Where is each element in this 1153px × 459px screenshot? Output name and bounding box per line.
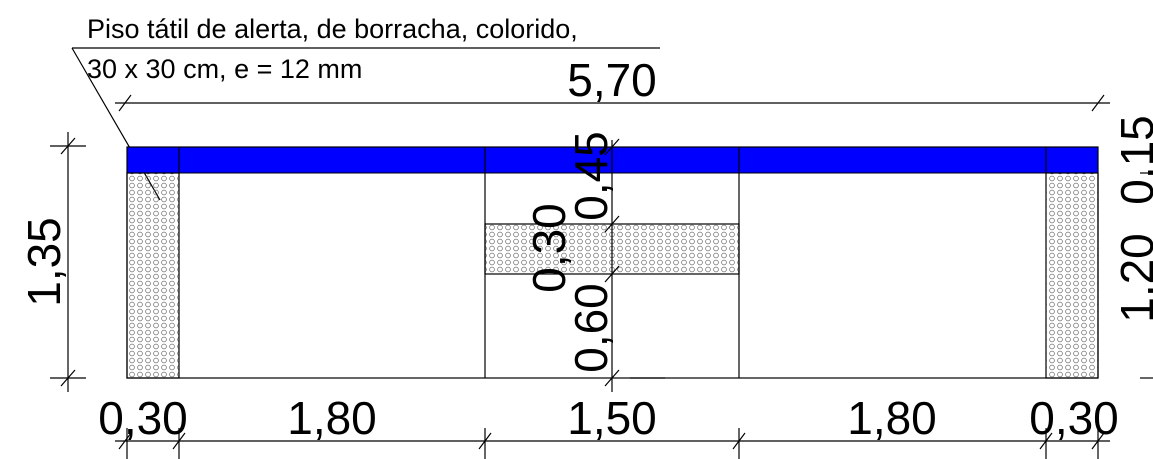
right-upper-label: 0,15 bbox=[1111, 115, 1153, 205]
center-vertical-dimension-line bbox=[604, 138, 665, 392]
annotation-line-2: 30 x 30 cm, e = 12 mm bbox=[87, 54, 362, 84]
annotation-line-1: Piso tátil de alerta, de borracha, color… bbox=[87, 14, 578, 44]
center-bottom-label: 0,60 bbox=[565, 283, 617, 373]
left-height-dimension-line bbox=[50, 132, 86, 392]
bottom-label-2: 1,80 bbox=[287, 392, 377, 444]
left-height-label: 1,35 bbox=[18, 217, 70, 307]
overall-width-label: 5,70 bbox=[567, 54, 657, 106]
right-lower-label: 1,20 bbox=[1111, 233, 1153, 323]
left-tactile-strip bbox=[126, 172, 180, 379]
center-top-label: 0,45 bbox=[565, 131, 617, 221]
bottom-label-1: 0,30 bbox=[98, 392, 188, 444]
right-tactile-strip bbox=[1045, 172, 1099, 379]
right-height-dimension-line bbox=[1140, 172, 1153, 379]
center-mid-label: 0,30 bbox=[523, 203, 575, 293]
bottom-dimension-line bbox=[115, 428, 1110, 459]
bottom-label-5: 0,30 bbox=[1029, 392, 1119, 444]
bottom-label-3: 1,50 bbox=[567, 392, 657, 444]
bottom-label-4: 1,80 bbox=[847, 392, 937, 444]
overall-width-dimension-line bbox=[115, 94, 1110, 112]
